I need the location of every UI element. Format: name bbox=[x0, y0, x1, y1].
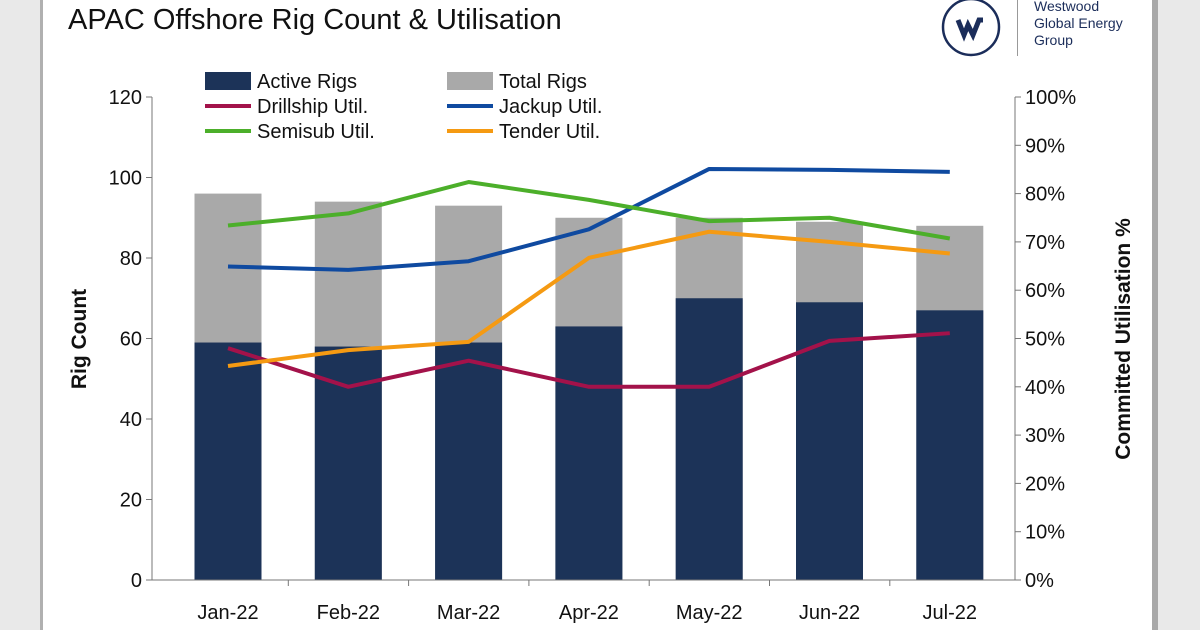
right-tick-label: 50% bbox=[1025, 329, 1065, 351]
x-tick-label: Jan-22 bbox=[197, 602, 258, 624]
westwood-logo bbox=[941, 0, 1001, 57]
right-tick-label: 60% bbox=[1025, 280, 1065, 302]
line-tender-util- bbox=[227, 229, 950, 369]
right-tick-label: 100% bbox=[1025, 87, 1076, 109]
legend-label: Total Rigs bbox=[499, 71, 587, 93]
x-tick-label: Feb-22 bbox=[317, 602, 380, 624]
legend-label: Tender Util. bbox=[499, 121, 600, 143]
left-tick-label: 20 bbox=[120, 490, 142, 512]
x-tick-label: Apr-22 bbox=[559, 602, 619, 624]
left-tick-label: 40 bbox=[120, 409, 142, 431]
y-axis-title: Rig Count bbox=[68, 289, 91, 389]
left-tick-label: 120 bbox=[109, 87, 142, 109]
legend-label: Jackup Util. bbox=[499, 96, 602, 118]
logo-text: Westwood Global Energy Group bbox=[1034, 0, 1123, 49]
legend-label: Drillship Util. bbox=[257, 96, 368, 118]
bar-active-rigs bbox=[796, 302, 863, 580]
legend-label: Semisub Util. bbox=[257, 121, 375, 143]
x-tick-label: Jun-22 bbox=[799, 602, 860, 624]
right-tick-label: 30% bbox=[1025, 425, 1065, 447]
right-tick-label: 40% bbox=[1025, 377, 1065, 399]
left-tick-label: 100 bbox=[109, 168, 142, 190]
logo-divider bbox=[1017, 0, 1018, 56]
chart-title: APAC Offshore Rig Count & Utilisation bbox=[68, 4, 562, 36]
left-tick-label: 0 bbox=[131, 570, 142, 592]
logo-line: Global Energy bbox=[1034, 15, 1123, 31]
right-tick-label: 10% bbox=[1025, 522, 1065, 544]
right-tick-label: 80% bbox=[1025, 184, 1065, 206]
logo-line: Group bbox=[1034, 32, 1073, 48]
x-tick-label: Mar-22 bbox=[437, 602, 500, 624]
x-tick-label: Jul-22 bbox=[923, 602, 977, 624]
right-tick-label: 20% bbox=[1025, 473, 1065, 495]
y2-axis-title: Committed Utilisation % bbox=[1112, 218, 1135, 460]
logo-line: Westwood bbox=[1034, 0, 1100, 14]
line-jackup-util- bbox=[227, 166, 950, 272]
legend-swatch bbox=[205, 72, 251, 90]
bar-active-rigs bbox=[555, 326, 623, 580]
line-semisub-util- bbox=[227, 180, 951, 241]
bar-active-rigs bbox=[916, 310, 984, 580]
bar-active-rigs bbox=[194, 342, 262, 580]
right-tick-label: 70% bbox=[1025, 232, 1065, 254]
line-drillship-util- bbox=[227, 331, 950, 389]
right-tick-label: 0% bbox=[1025, 570, 1054, 592]
bar-active-rigs bbox=[435, 342, 503, 580]
legend-swatch bbox=[447, 72, 493, 90]
left-tick-label: 80 bbox=[120, 248, 142, 270]
legend-label: Active Rigs bbox=[257, 71, 357, 93]
bar-active-rigs bbox=[675, 298, 743, 580]
x-tick-label: May-22 bbox=[676, 602, 743, 624]
right-tick-label: 90% bbox=[1025, 135, 1065, 157]
left-tick-label: 60 bbox=[120, 329, 142, 351]
